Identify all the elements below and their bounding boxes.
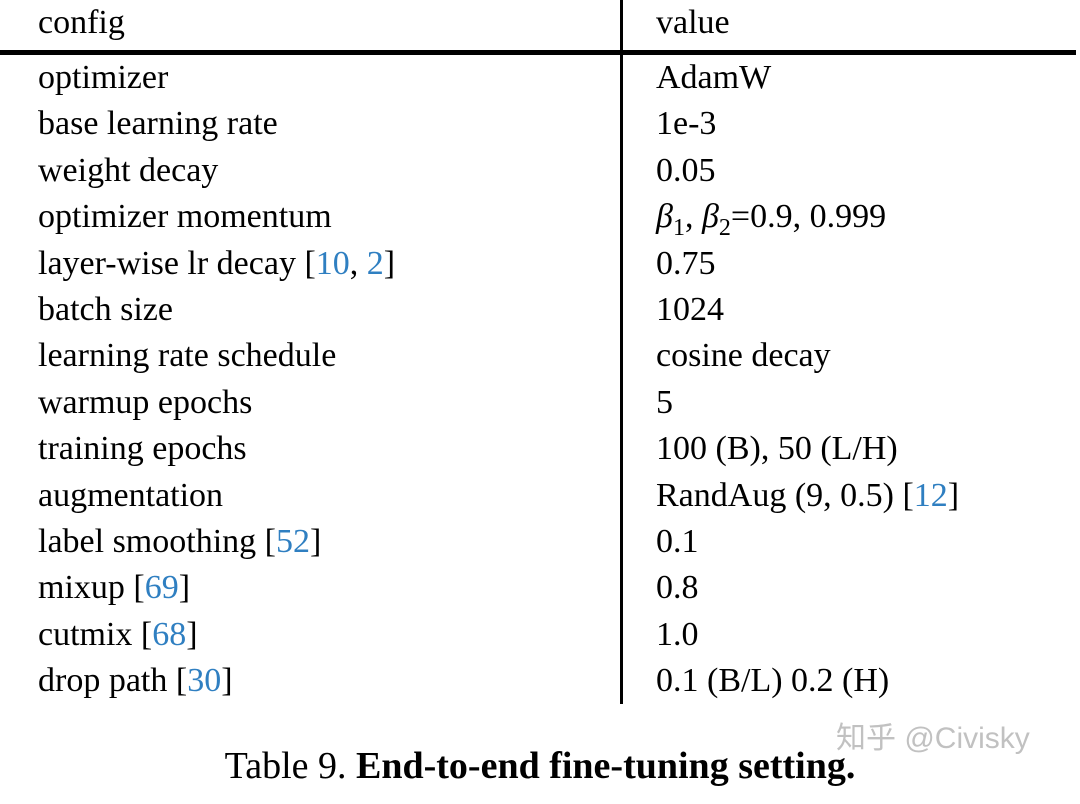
table-row: warmup epochs 5 bbox=[0, 379, 1076, 427]
text-fragment: learning rate schedule bbox=[38, 337, 337, 375]
text-fragment: weight decay bbox=[38, 151, 219, 189]
citation-link[interactable]: 2 bbox=[366, 244, 384, 282]
config-column-header: config bbox=[38, 4, 125, 41]
table-midrule bbox=[0, 50, 1076, 55]
config-cell: batch size bbox=[0, 287, 620, 333]
text-fragment: optimizer bbox=[38, 59, 169, 96]
table-row: base learning rate 1e-3 bbox=[0, 101, 1076, 148]
table-row: mixup [69] 0.8 bbox=[0, 565, 1076, 612]
value-cell: 100 (B), 50 (L/H) bbox=[620, 426, 1076, 473]
config-cell: optimizer momentum bbox=[0, 194, 620, 240]
value-cell: 1024 bbox=[620, 286, 1076, 334]
table-caption: Table 9. End-to-end fine-tuning setting. bbox=[0, 742, 1080, 790]
config-cell: weight decay bbox=[0, 148, 620, 194]
value-column-header: value bbox=[620, 0, 1076, 50]
text-fragment: , bbox=[349, 244, 367, 282]
table-row: weight decay 0.05 bbox=[0, 147, 1076, 195]
config-cell: optimizer bbox=[0, 55, 620, 101]
text-fragment: 1.0 bbox=[656, 615, 699, 653]
config-cell: mixup [69] bbox=[0, 565, 620, 611]
table-row: drop path [30] 0.1 (B/L) 0.2 (H) bbox=[0, 658, 1076, 705]
text-fragment: mixup [ bbox=[38, 569, 145, 607]
text-fragment: cutmix [ bbox=[38, 615, 153, 653]
text-fragment: 0.1 bbox=[656, 522, 699, 560]
text-fragment: warmup epochs bbox=[38, 383, 253, 421]
text-fragment: base learning rate bbox=[38, 105, 278, 143]
caption-title: End-to-end fine-tuning setting. bbox=[356, 745, 856, 787]
text-fragment: layer-wise lr decay [ bbox=[38, 244, 316, 282]
text-fragment: 0.8 bbox=[656, 569, 699, 607]
text-fragment: ] bbox=[383, 244, 396, 282]
table-row: learning rate schedule cosine decay bbox=[0, 333, 1076, 380]
text-fragment: β bbox=[656, 198, 673, 236]
text-fragment: ] bbox=[186, 615, 198, 653]
citation-link[interactable]: 10 bbox=[315, 244, 350, 282]
text-fragment: AdamW bbox=[656, 59, 772, 96]
value-cell: β1, β2=0.9, 0.999 bbox=[620, 194, 1076, 241]
config-cell: cutmix [68] bbox=[0, 612, 620, 658]
text-fragment: 0.05 bbox=[656, 151, 716, 189]
text-fragment: 100 (B), 50 (L/H) bbox=[656, 430, 898, 468]
text-fragment: 2 bbox=[718, 214, 731, 241]
table-row: layer-wise lr decay [10, 2] 0.75 bbox=[0, 240, 1076, 287]
value-cell: 1e-3 bbox=[620, 101, 1076, 148]
text-fragment: ] bbox=[309, 522, 322, 560]
table-row: training epochs 100 (B), 50 (L/H) bbox=[0, 426, 1076, 473]
config-cell: base learning rate bbox=[0, 101, 620, 147]
text-fragment: augmentation bbox=[38, 476, 224, 514]
config-cell: layer-wise lr decay [10, 2] bbox=[0, 241, 620, 287]
table-header-row: config value bbox=[0, 0, 1076, 50]
text-fragment: ] bbox=[178, 569, 191, 607]
text-fragment: ] bbox=[221, 662, 233, 700]
text-fragment: ] bbox=[947, 476, 960, 514]
table-row: batch size 1024 bbox=[0, 286, 1076, 334]
table-row: optimizer momentum β1, β2=0.9, 0.999 bbox=[0, 194, 1076, 241]
config-cell: drop path [30] bbox=[0, 658, 620, 704]
citation-link[interactable]: 52 bbox=[275, 522, 310, 560]
value-cell: 0.1 (B/L) 0.2 (H) bbox=[620, 658, 1076, 705]
fine-tuning-settings-table: config value optimizer AdamW base learni… bbox=[0, 0, 1076, 705]
value-cell: RandAug (9, 0.5) [12] bbox=[620, 472, 1076, 519]
value-cell: 0.1 bbox=[620, 518, 1076, 566]
citation-link[interactable]: 30 bbox=[187, 662, 222, 700]
text-fragment: training epochs bbox=[38, 430, 247, 468]
citation-link[interactable]: 69 bbox=[144, 569, 179, 607]
value-cell: 5 bbox=[620, 379, 1076, 427]
citation-link[interactable]: 12 bbox=[913, 476, 948, 514]
text-fragment: RandAug (9, 0.5) [ bbox=[656, 476, 914, 514]
text-fragment: batch size bbox=[38, 290, 173, 328]
caption-label: Table 9. bbox=[224, 745, 356, 787]
config-cell: augmentation bbox=[0, 473, 620, 519]
value-cell: 1.0 bbox=[620, 611, 1076, 659]
text-fragment: 1 bbox=[672, 214, 685, 241]
table-row: label smoothing [52] 0.1 bbox=[0, 518, 1076, 566]
text-fragment: cosine decay bbox=[656, 337, 831, 375]
config-cell: label smoothing [52] bbox=[0, 519, 620, 565]
text-fragment: 0.1 (B/L) 0.2 (H) bbox=[656, 662, 890, 700]
value-cell: 0.75 bbox=[620, 240, 1076, 287]
config-cell: warmup epochs bbox=[0, 380, 620, 426]
text-fragment: 1e-3 bbox=[656, 105, 717, 143]
table-row: augmentation RandAug (9, 0.5) [12] bbox=[0, 472, 1076, 519]
text-fragment: drop path [ bbox=[38, 662, 188, 700]
text-fragment: , bbox=[684, 198, 702, 236]
config-cell: learning rate schedule bbox=[0, 333, 620, 379]
text-fragment: = bbox=[730, 198, 751, 236]
watermark: 知乎 @Civisky bbox=[836, 722, 1030, 755]
citation-link[interactable]: 68 bbox=[152, 615, 187, 653]
table-row: optimizer AdamW bbox=[0, 55, 1076, 102]
text-fragment: 0.75 bbox=[656, 244, 716, 282]
text-fragment: 5 bbox=[656, 383, 673, 421]
value-cell: 0.05 bbox=[620, 147, 1076, 195]
value-cell: cosine decay bbox=[620, 333, 1076, 380]
text-fragment: optimizer momentum bbox=[38, 198, 332, 236]
value-cell: AdamW bbox=[620, 55, 1076, 102]
value-cell: 0.8 bbox=[620, 565, 1076, 612]
text-fragment: β bbox=[701, 198, 719, 236]
text-fragment: 1024 bbox=[656, 290, 724, 328]
config-cell: training epochs bbox=[0, 426, 620, 472]
table-row: cutmix [68] 1.0 bbox=[0, 611, 1076, 659]
text-fragment: 0.9, 0.999 bbox=[750, 198, 887, 236]
text-fragment: label smoothing [ bbox=[38, 522, 276, 560]
